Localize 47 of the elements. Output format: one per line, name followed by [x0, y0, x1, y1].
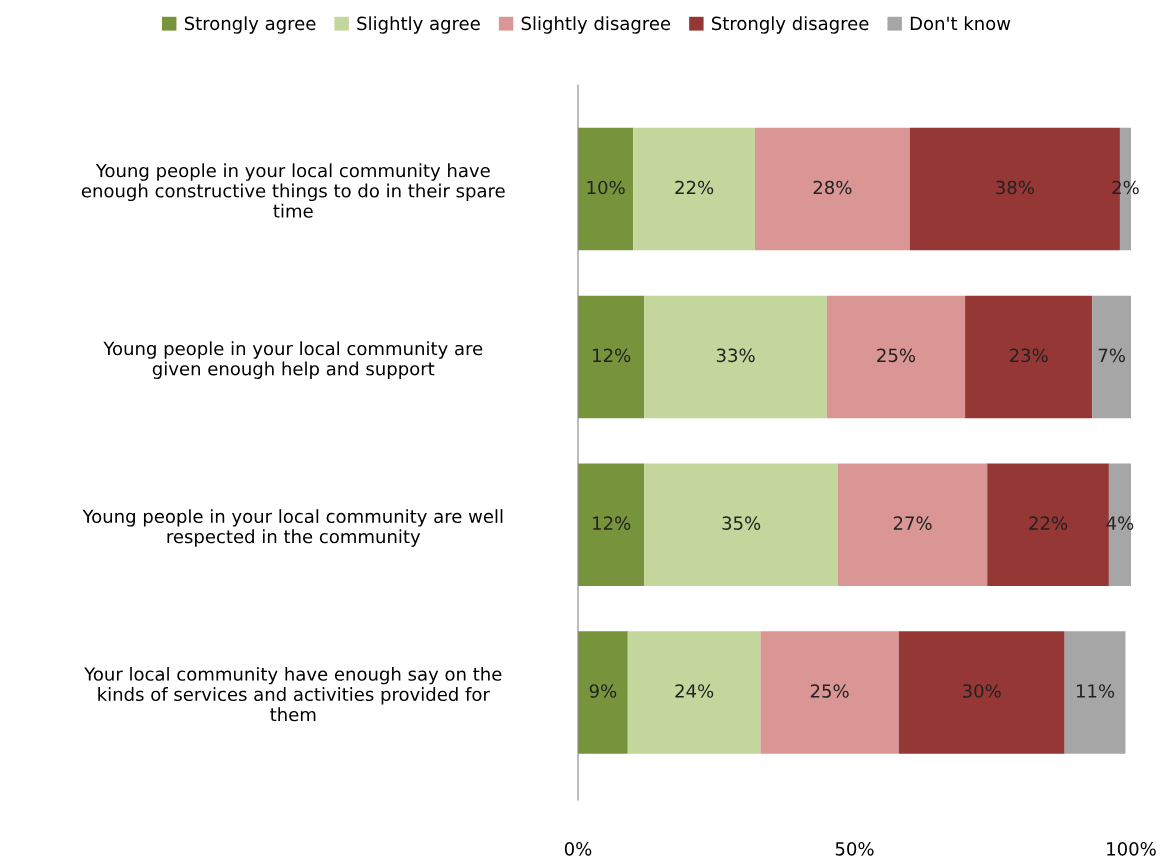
data-label: 27% [893, 516, 932, 530]
bar [1092, 295, 1131, 419]
data-label: 12% [593, 516, 631, 530]
data-label: 28% [813, 180, 852, 195]
data-label: 25% [810, 684, 849, 698]
data-label: 33% [716, 348, 755, 363]
x-tick-label: 0% [564, 841, 592, 856]
bar [578, 463, 645, 586]
x-tick-label: 50% [835, 841, 874, 856]
data-label: 7% [1098, 348, 1125, 363]
bar [578, 127, 634, 251]
legend-label: Strongly disagree [711, 16, 869, 34]
data-label: 35% [722, 516, 761, 530]
data-label: 30% [963, 684, 1001, 698]
data-label: 24% [675, 684, 714, 698]
y-tick-label: Your local community have enough say on the kinds of services and activities provided for them [84, 666, 502, 722]
bar [965, 295, 1093, 419]
data-label: 23% [1009, 348, 1048, 363]
bar [644, 463, 838, 586]
data-label: 12% [593, 348, 631, 363]
data-label: 38% [996, 180, 1034, 195]
bar [1064, 631, 1126, 754]
data-label: 11% [1076, 684, 1115, 698]
y-tick-label: Young people in your local community are well respected in the community [82, 509, 503, 547]
data-label: 25% [877, 348, 916, 363]
bar [760, 631, 899, 754]
bar [633, 127, 755, 251]
y-tick-label: Young people in your local community have enough constructive things to do in their spare time [81, 163, 505, 218]
data-label: 10% [587, 180, 625, 195]
x-tick-label: 100% [1107, 841, 1156, 856]
legend-label: Strongly agree [184, 16, 316, 34]
bar [627, 631, 761, 754]
legend-label: Slightly disagree [521, 16, 671, 34]
bar [754, 127, 910, 251]
legend-label: Slightly agree [357, 16, 480, 34]
y-tick-label: Young people in your local community are given enough help and support [103, 341, 483, 379]
data-label: 22% [675, 180, 714, 195]
data-label: 9% [589, 684, 617, 698]
bar [826, 295, 966, 419]
bar [578, 631, 628, 754]
bar [837, 463, 988, 586]
bar [578, 295, 645, 419]
legend-label: Don't know [910, 16, 1011, 31]
data-label: 22% [1029, 516, 1068, 530]
bar [898, 631, 1065, 754]
data-label: 2% [1112, 180, 1139, 195]
bar [644, 295, 827, 419]
